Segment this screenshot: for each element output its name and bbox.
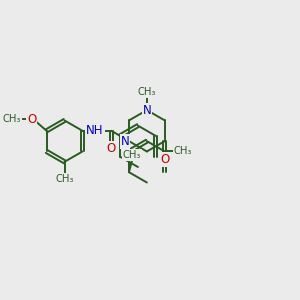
Text: N: N [142,103,151,117]
Text: CH₃: CH₃ [123,150,141,160]
Text: O: O [160,153,170,166]
Text: CH₃: CH₃ [2,114,21,124]
Text: NH: NH [86,124,104,137]
Text: CH₃: CH₃ [55,174,74,184]
Text: O: O [27,113,36,126]
Text: CH₃: CH₃ [138,87,156,97]
Text: N: N [121,135,130,148]
Text: CH₃: CH₃ [174,146,192,157]
Text: O: O [107,142,116,155]
